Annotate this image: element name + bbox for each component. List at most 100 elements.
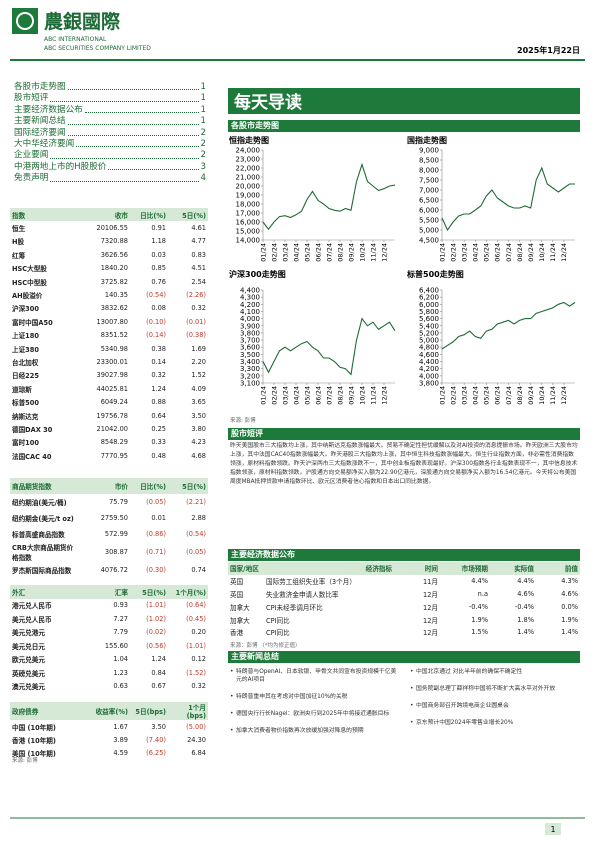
y-tick-label: 5,600: [419, 315, 439, 323]
cell: 23300.01: [96, 357, 128, 366]
x-tick-label: 09/24: [527, 243, 535, 262]
toc-page: 2: [200, 138, 206, 149]
toc-leader: [76, 139, 199, 148]
row: 标普500 6049.24 0.88 3.65: [10, 395, 208, 408]
y-tick-label: 20,000: [236, 183, 261, 191]
y-tick-label: 6,000: [419, 301, 439, 309]
toc-title: 主要新闻总结: [14, 116, 66, 127]
row: H股 7320.88 1.18 4.77: [10, 235, 208, 248]
header-row: 指数 收市 日比(%) 5日(%): [10, 208, 208, 222]
x-tick-label: 07/24: [505, 386, 513, 405]
y-tick-label: 6,400: [419, 287, 439, 295]
cell: 1.9%: [561, 615, 578, 624]
y-tick-label: 4,000: [419, 372, 439, 380]
cell: 4.68: [191, 451, 206, 460]
cell: 4.4%: [471, 577, 488, 586]
x-tick-label: 08/24: [516, 243, 524, 262]
y-tick-label: 24,000: [236, 147, 261, 155]
x-tick-label: 09/24: [347, 386, 355, 405]
cell: (2.26): [186, 291, 206, 300]
y-tick-label: 5,000: [419, 227, 439, 235]
cell: 2759.50: [100, 514, 128, 522]
news-text: 特朗普重申其在考虑对中国加征10%的关税: [236, 694, 348, 700]
row: 英国 国际劳工组织失业率（3个月） 11月 4.4% 4.4% 4.3%: [228, 575, 580, 588]
cell: 1.23: [113, 668, 128, 677]
toc-row: 各股市走势图 1: [14, 82, 206, 93]
toc-page: 4: [200, 173, 206, 184]
row: 加拿大 CPI同比 12月 1.9% 1.8% 1.9%: [228, 613, 580, 626]
row: 法国CAC 40 7770.95 0.48 4.68: [10, 449, 208, 462]
news-column: • 特朗普与OpenAI、日本软银、甲骨文共同宣布投资规模千亿美元的AI项目 • 特朗…: [230, 668, 400, 744]
cell: (0.02): [146, 628, 166, 637]
cell: CRB大宗商品期货价格指数: [12, 544, 74, 562]
cell: 沪深300: [12, 305, 39, 314]
y-tick-label: 8,500: [419, 157, 439, 165]
cell: 1.67: [113, 722, 128, 731]
line-series: [441, 301, 576, 350]
row: 美元兑日元 155.60 (0.56) (1.01): [10, 639, 208, 653]
table: 外汇 汇率 5日(%) 1个月(%) 港元兑人民币 0.93 (1.01) (0.64) 美元兑…: [10, 585, 208, 693]
cell: (0.14): [146, 331, 166, 340]
y-tick-label: 3,700: [240, 337, 260, 345]
cell: 0.74: [191, 566, 206, 574]
x-tick-label: 12/24: [380, 386, 388, 405]
cell: n.a: [477, 589, 488, 598]
chart-title: 标普500走势图: [406, 269, 464, 279]
y-tick-label: 3,300: [240, 365, 260, 373]
table-body: 港元兑人民币 0.93 (1.01) (0.64) 美元兑人民币 7.27 (1.02) (0…: [10, 599, 208, 694]
news-text: 中国商务部召开跨境电商企业圆桌会: [416, 703, 509, 709]
row: HSC中型股 3725.82 0.76 2.54: [10, 275, 208, 288]
toc-row: 免责声明 4: [14, 173, 206, 184]
row: 上证180 8351.52 (0.14) (0.38): [10, 329, 208, 342]
row: 香港 (10年期) 3.89 (7.40) 24.30: [10, 733, 208, 746]
y-tick-label: 3,800: [240, 329, 260, 337]
table-head: 指数 收市 日比(%) 5日(%): [10, 208, 208, 222]
cell: (2.21): [186, 498, 206, 506]
cell: 44025.81: [96, 384, 128, 393]
cell: 0.0%: [561, 602, 578, 611]
cell: 155.60: [104, 641, 128, 650]
date: 2025年1月22日: [517, 45, 580, 55]
cell: 失业救济金申请人数比率: [266, 590, 339, 599]
x-tick-label: 05/24: [303, 243, 311, 262]
header-cell: 时间: [394, 562, 440, 575]
line-series: [262, 317, 396, 376]
toc-leader: [67, 116, 199, 125]
y-tick-label: 3,900: [240, 322, 260, 330]
cell: 0.01: [151, 514, 166, 522]
row: 日经225 39027.98 0.32 1.52: [10, 369, 208, 382]
header-cell: 5日(bps): [130, 702, 168, 720]
x-tick-label: 10/24: [358, 243, 366, 262]
cell: 加拿大: [230, 616, 250, 625]
cell: CPI同比: [266, 616, 290, 625]
cell: 7770.95: [100, 451, 128, 460]
bullet: •: [230, 694, 234, 700]
x-tick-label: 02/24: [270, 243, 278, 262]
cell: (1.02): [146, 614, 166, 623]
y-tick-label: 4,600: [419, 351, 439, 359]
row: 纳斯达克 19756.78 0.64 3.50: [10, 409, 208, 422]
logo-text: 農銀國際: [44, 10, 121, 33]
news-item: • 中国北京通过 对比半年前的确保不确定性: [410, 668, 580, 676]
x-tick-label: 06/24: [314, 386, 322, 405]
cell: 3.89: [113, 735, 128, 744]
table-head: 国家/地区 经济指标 时间 市场预期 实际值 前值: [228, 562, 580, 575]
cell: 道琼斯: [12, 385, 32, 394]
econ-table: 国家/地区 经济指标 时间 市场预期 实际值 前值 英国 国际劳工组织失业率（3个月） 11月 4…: [228, 562, 580, 639]
toc-leader: [50, 173, 199, 182]
y-tick-label: 19,000: [236, 192, 261, 200]
toc-page: 2: [200, 150, 206, 161]
toc-leader: [84, 105, 199, 114]
cell: 国际劳工组织失业率（3个月）: [266, 578, 356, 587]
x-tick-label: 12/24: [380, 243, 388, 262]
cell: (7.40): [146, 735, 166, 744]
cell: HSC中型股: [12, 278, 47, 287]
table-head: 商品期货指数 市价 日比(%) 5日(%): [10, 478, 208, 494]
row: CRB大宗商品期货价格指数 308.87 (0.71) (0.05): [10, 542, 208, 562]
line-series: [262, 162, 396, 231]
cell: 12月: [423, 616, 438, 625]
cell: 标普高盛商品指数: [12, 531, 65, 539]
x-tick-label: 10/24: [358, 386, 366, 405]
toc-title: 免责声明: [14, 173, 49, 184]
news-text: 加拿大消费者物价指数再次放缓加强对降息的预期: [236, 728, 364, 734]
